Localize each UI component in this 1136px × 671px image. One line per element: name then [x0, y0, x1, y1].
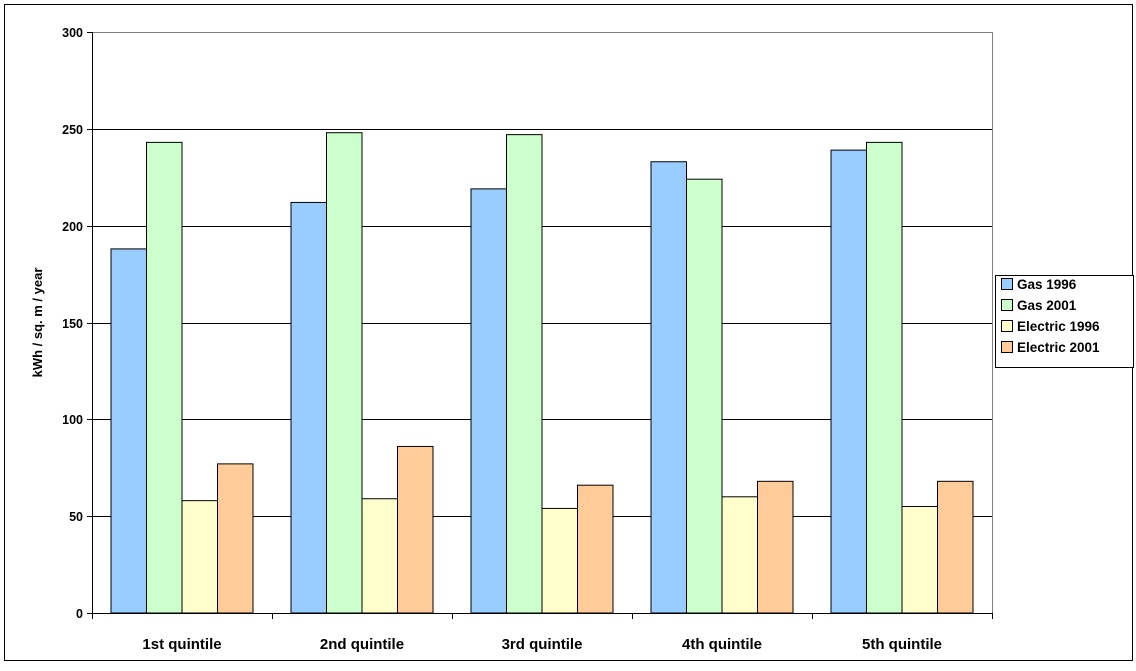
legend-label: Gas 1996 — [1017, 277, 1077, 292]
bar-electric-1996 — [721, 496, 758, 614]
legend-swatch — [1001, 299, 1013, 311]
y-tick-label: 50 — [69, 510, 83, 524]
bar-gas-2001 — [506, 134, 543, 614]
legend-swatch — [1001, 341, 1013, 353]
legend-swatch — [1001, 278, 1013, 290]
y-tick-label: 150 — [62, 317, 83, 331]
x-tick-label: 4th quintile — [682, 636, 762, 653]
bar-gas-2001 — [686, 178, 723, 614]
y-axis-ticks: 0 50 100 150 200 250 300 — [62, 26, 93, 621]
bar-electric-1996 — [901, 505, 938, 614]
y-tick-label: 200 — [62, 220, 83, 234]
bar-electric-2001 — [937, 480, 974, 614]
y-tick-label: 100 — [62, 413, 83, 427]
legend-box — [995, 275, 1134, 368]
legend-label: Gas 2001 — [1017, 298, 1077, 313]
legend: Gas 1996 Gas 2001 Electric 1996 Electric 20… — [995, 275, 1134, 368]
bar-gas-2001 — [146, 141, 183, 614]
bar-gas-1996 — [290, 201, 327, 614]
y-tick-label: 250 — [62, 123, 83, 137]
x-tick-label: 2nd quintile — [320, 636, 404, 653]
y-tick-label: 0 — [76, 607, 83, 621]
legend-label: Electric 2001 — [1017, 340, 1100, 355]
bar-electric-1996 — [541, 507, 578, 614]
y-axis-title: kWh / sq. m / year — [30, 268, 45, 378]
bar-gas-1996 — [830, 149, 867, 614]
bar-electric-2001 — [757, 480, 794, 614]
legend-swatch — [1001, 320, 1013, 332]
x-axis-ticks: 1st quintile 2nd quintile 3rd quintile 4th … — [92, 613, 993, 653]
bar-electric-1996 — [361, 498, 398, 614]
bar-electric-2001 — [397, 445, 434, 614]
x-tick-label: 1st quintile — [142, 636, 221, 653]
x-tick-label: 3rd quintile — [502, 636, 583, 653]
bar-gas-2001 — [866, 141, 903, 614]
legend-label: Electric 1996 — [1017, 319, 1100, 334]
bar-gas-1996 — [110, 248, 147, 614]
bar-gas-2001 — [326, 132, 363, 614]
y-tick-label: 300 — [62, 26, 83, 40]
x-tick-label: 5th quintile — [862, 636, 942, 653]
bar-electric-2001 — [217, 463, 254, 614]
bar-electric-1996 — [181, 500, 218, 614]
bar-electric-2001 — [577, 484, 614, 614]
bars — [110, 132, 974, 614]
bar-gas-1996 — [470, 188, 507, 614]
bar-gas-1996 — [650, 161, 687, 614]
